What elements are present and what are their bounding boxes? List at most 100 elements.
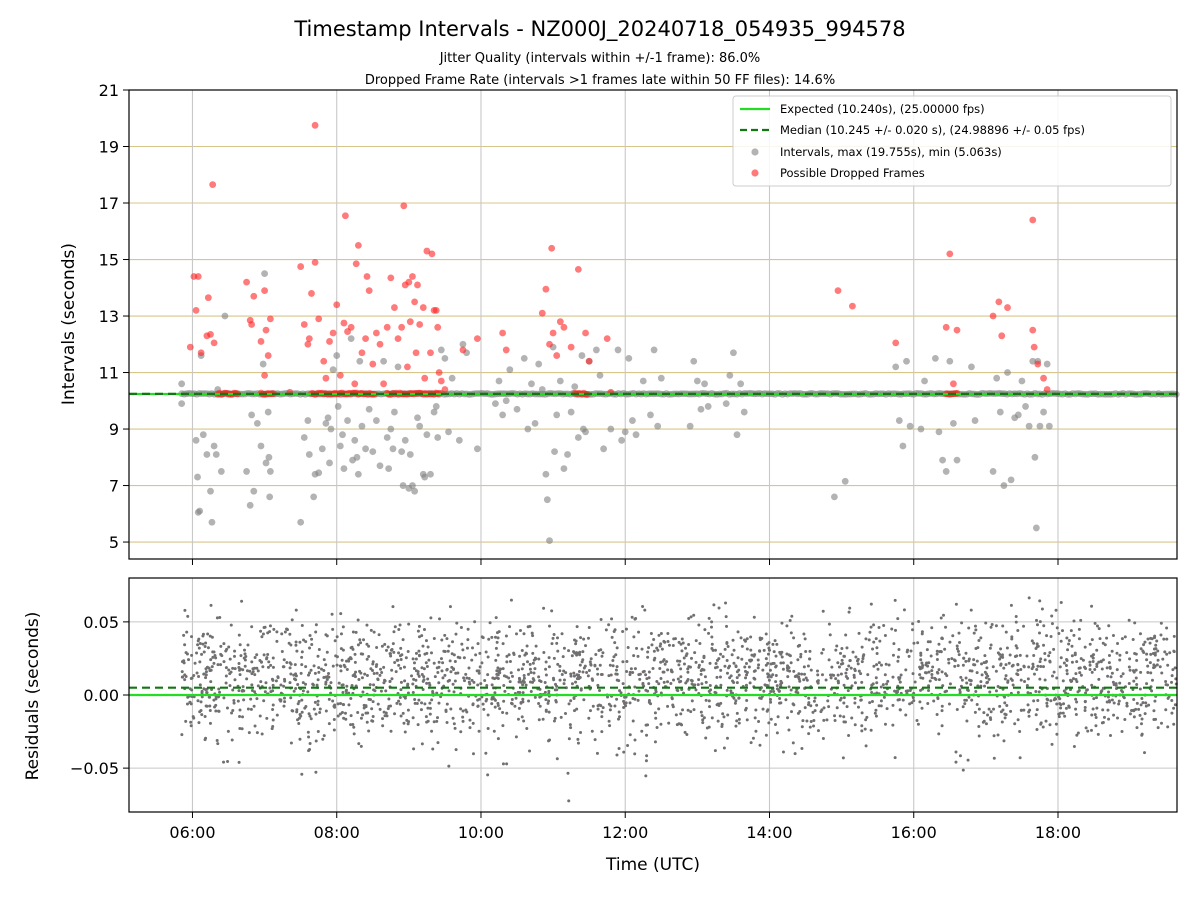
residual-point bbox=[860, 645, 864, 649]
residual-point bbox=[1032, 653, 1036, 657]
residual-point bbox=[232, 699, 236, 703]
residual-point bbox=[992, 756, 996, 760]
residual-point bbox=[1048, 659, 1052, 663]
residual-point bbox=[552, 656, 556, 660]
residual-point bbox=[264, 681, 268, 685]
residual-point bbox=[838, 714, 842, 718]
residual-point bbox=[445, 667, 449, 671]
residual-point bbox=[679, 679, 683, 683]
residual-point bbox=[288, 666, 292, 670]
interval-point bbox=[208, 518, 216, 526]
residual-point bbox=[510, 674, 514, 678]
residual-point bbox=[1077, 627, 1081, 631]
residual-point bbox=[392, 630, 396, 634]
residual-point bbox=[243, 652, 247, 656]
residual-point bbox=[301, 689, 305, 693]
residual-point bbox=[904, 689, 908, 693]
residual-point bbox=[1050, 674, 1054, 678]
dropped-frame-point bbox=[459, 346, 467, 354]
residual-point bbox=[1125, 701, 1129, 705]
residual-point bbox=[1165, 637, 1169, 641]
residual-point bbox=[686, 678, 690, 682]
residual-point bbox=[893, 756, 897, 760]
residual-point bbox=[379, 689, 383, 693]
residual-point bbox=[1039, 664, 1043, 668]
interval-point bbox=[1014, 411, 1022, 419]
residual-point bbox=[325, 678, 329, 682]
residual-point bbox=[1004, 630, 1008, 634]
residual-point bbox=[611, 664, 615, 668]
residual-point bbox=[1105, 666, 1109, 670]
residual-point bbox=[618, 689, 622, 693]
residual-point bbox=[1100, 667, 1104, 671]
residual-point bbox=[848, 606, 852, 610]
residual-point bbox=[471, 702, 475, 706]
residual-point bbox=[572, 696, 576, 700]
dropped-frame-point bbox=[243, 278, 250, 286]
residual-point bbox=[185, 630, 189, 634]
residual-point bbox=[919, 653, 923, 657]
residual-point bbox=[879, 663, 883, 667]
residual-point bbox=[869, 625, 873, 629]
residual-point bbox=[728, 676, 732, 680]
residual-point bbox=[271, 656, 275, 660]
residual-point bbox=[701, 721, 705, 725]
residual-point bbox=[762, 689, 766, 693]
residual-point bbox=[1100, 689, 1104, 693]
residual-point bbox=[356, 643, 360, 647]
residual-point bbox=[518, 628, 522, 632]
residual-point bbox=[327, 672, 331, 676]
interval-point bbox=[939, 456, 946, 464]
residual-point bbox=[521, 697, 525, 701]
residual-point bbox=[985, 659, 989, 663]
residual-point bbox=[522, 674, 526, 678]
dropped-frame-point bbox=[391, 304, 398, 311]
residual-point bbox=[719, 701, 723, 705]
residual-point bbox=[259, 680, 263, 684]
residual-point bbox=[495, 640, 499, 644]
interval-point bbox=[726, 371, 734, 379]
residual-point bbox=[318, 710, 322, 714]
residual-point bbox=[842, 683, 846, 687]
residual-point bbox=[222, 642, 226, 646]
residual-point bbox=[761, 707, 765, 711]
dropped-frame-point bbox=[250, 292, 258, 300]
residual-point bbox=[362, 703, 366, 707]
residual-point bbox=[583, 664, 587, 668]
residual-point bbox=[864, 744, 868, 748]
residual-point bbox=[847, 734, 851, 738]
residual-point bbox=[1038, 599, 1042, 603]
residual-point bbox=[821, 736, 825, 740]
residual-point bbox=[218, 615, 222, 619]
residual-point bbox=[203, 714, 207, 718]
residual-point bbox=[381, 724, 385, 728]
residual-point bbox=[216, 742, 220, 746]
interval-point bbox=[411, 487, 419, 495]
residual-point bbox=[271, 665, 275, 669]
residual-point bbox=[413, 701, 417, 705]
residual-point bbox=[371, 669, 375, 673]
residual-point bbox=[555, 636, 559, 640]
residual-point bbox=[196, 639, 200, 643]
residual-point bbox=[300, 650, 304, 654]
residual-point bbox=[930, 669, 934, 673]
residual-point bbox=[793, 752, 797, 756]
interval-point bbox=[318, 445, 326, 453]
residual-point bbox=[927, 688, 931, 692]
interval-point bbox=[253, 419, 261, 427]
residual-point bbox=[713, 749, 717, 753]
residual-point bbox=[528, 667, 532, 671]
residual-point bbox=[1084, 691, 1088, 695]
residual-point bbox=[874, 676, 878, 680]
interval-point bbox=[528, 380, 535, 388]
residual-point bbox=[912, 641, 916, 645]
residual-point bbox=[1106, 708, 1110, 712]
residual-point bbox=[785, 624, 789, 628]
residual-point bbox=[1144, 701, 1148, 705]
residual-point bbox=[228, 657, 232, 661]
interval-point bbox=[520, 355, 528, 362]
residual-point bbox=[456, 655, 460, 659]
residual-point bbox=[600, 673, 604, 677]
residual-point bbox=[208, 634, 212, 638]
residual-point bbox=[1116, 716, 1120, 720]
